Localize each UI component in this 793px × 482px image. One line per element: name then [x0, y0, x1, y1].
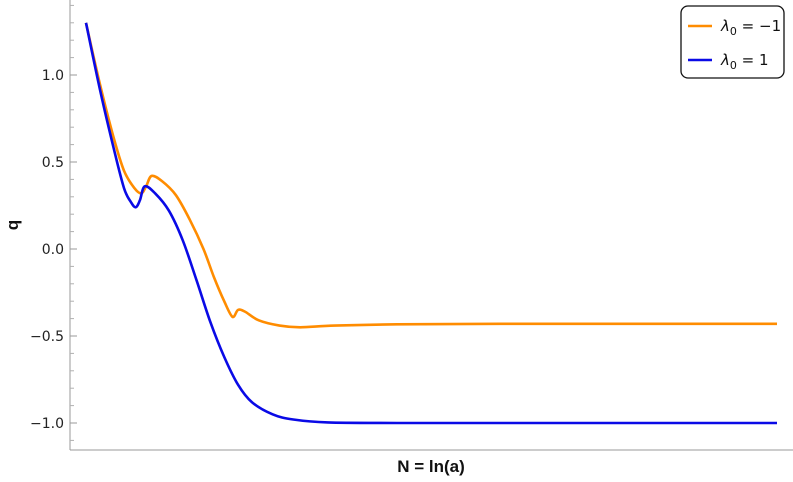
series-line-2 — [84, 22, 777, 425]
y-ticks: 1.0 0.5 0.0 −0.5 −1.0 — [30, 68, 77, 432]
legend-subscript: 0 — [730, 59, 737, 72]
y-minor-ticks — [70, 4, 74, 441]
legend-label-series-1: λ0 = −1 — [720, 17, 781, 38]
x-axis-title: N = ln(a) — [397, 457, 465, 476]
legend-subscript: 0 — [730, 25, 737, 38]
legend: λ0 = −1 λ0 = 1 — [680, 5, 785, 79]
y-tick-label: −0.5 — [30, 329, 64, 345]
legend-value: = 1 — [737, 51, 769, 69]
legend-entry-series-1: λ0 = −1 — [688, 17, 781, 38]
legend-lambda: λ — [720, 51, 730, 69]
legend-value: = −1 — [737, 17, 781, 35]
y-tick-label: 0.5 — [42, 155, 64, 171]
y-tick-label: −1.0 — [30, 416, 64, 432]
series-line-1 — [84, 22, 777, 329]
legend-label-series-2: λ0 = 1 — [720, 51, 769, 72]
y-tick-label: 1.0 — [42, 68, 64, 84]
legend-lambda: λ — [720, 17, 730, 35]
series-layer — [84, 22, 777, 425]
y-axis-title: q — [3, 220, 22, 230]
y-tick-label: 0.0 — [42, 242, 64, 258]
legend-entry-series-2: λ0 = 1 — [688, 51, 769, 72]
